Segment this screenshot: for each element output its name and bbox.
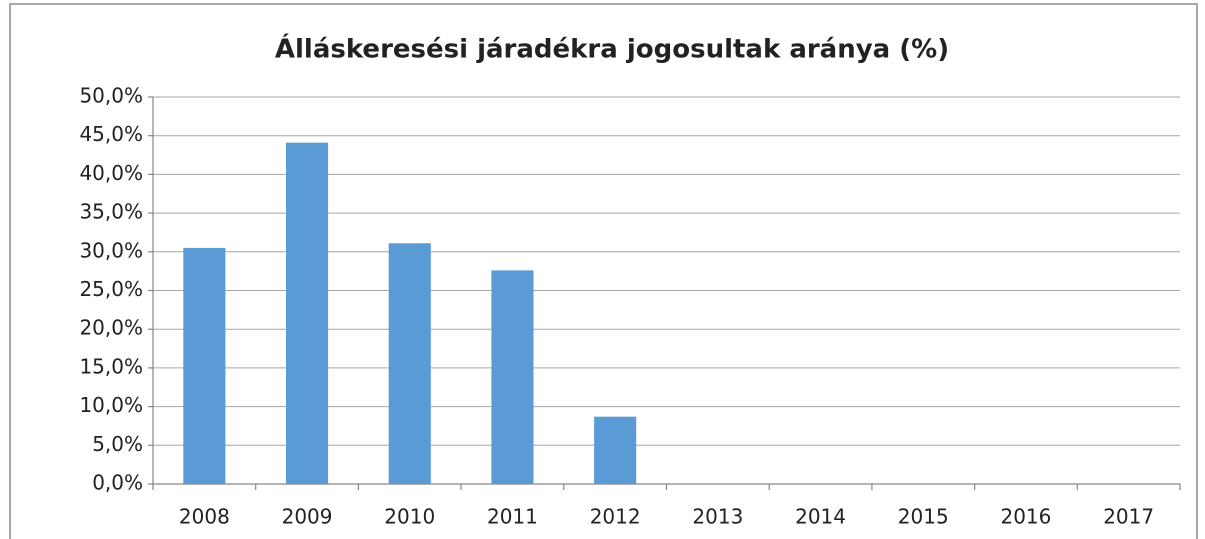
x-tick-label: 2015 (898, 505, 949, 529)
bar (183, 247, 226, 484)
y-tick-label: 50,0% (79, 84, 143, 108)
chart-title: Álláskeresési járadékra jogosultak arány… (275, 33, 949, 65)
y-tick-label: 30,0% (79, 238, 143, 262)
x-tick-label: 2013 (692, 505, 743, 529)
y-tick-label: 35,0% (79, 200, 143, 224)
bar (388, 243, 431, 484)
y-tick-label: 15,0% (79, 354, 143, 378)
y-tick-label: 20,0% (79, 316, 143, 340)
x-tick-label: 2011 (487, 505, 538, 529)
x-tick-label: 2014 (795, 505, 846, 529)
bar (594, 416, 637, 484)
x-tick-label: 2017 (1103, 505, 1154, 529)
y-tick-label: 45,0% (79, 122, 143, 146)
x-tick-label: 2010 (384, 505, 435, 529)
chart-frame (9, 3, 1198, 539)
y-tick-label: 40,0% (79, 161, 143, 185)
x-tick-label: 2008 (179, 505, 230, 529)
bar (285, 142, 329, 484)
y-tick-label: 10,0% (79, 393, 143, 417)
y-tick-label: 0,0% (92, 471, 143, 495)
y-tick-label: 5,0% (92, 432, 143, 456)
x-tick-label: 2012 (590, 505, 641, 529)
x-tick-label: 2016 (1000, 505, 1051, 529)
bar (491, 270, 534, 484)
y-tick-label: 25,0% (79, 277, 143, 301)
x-tick-label: 2009 (282, 505, 333, 529)
